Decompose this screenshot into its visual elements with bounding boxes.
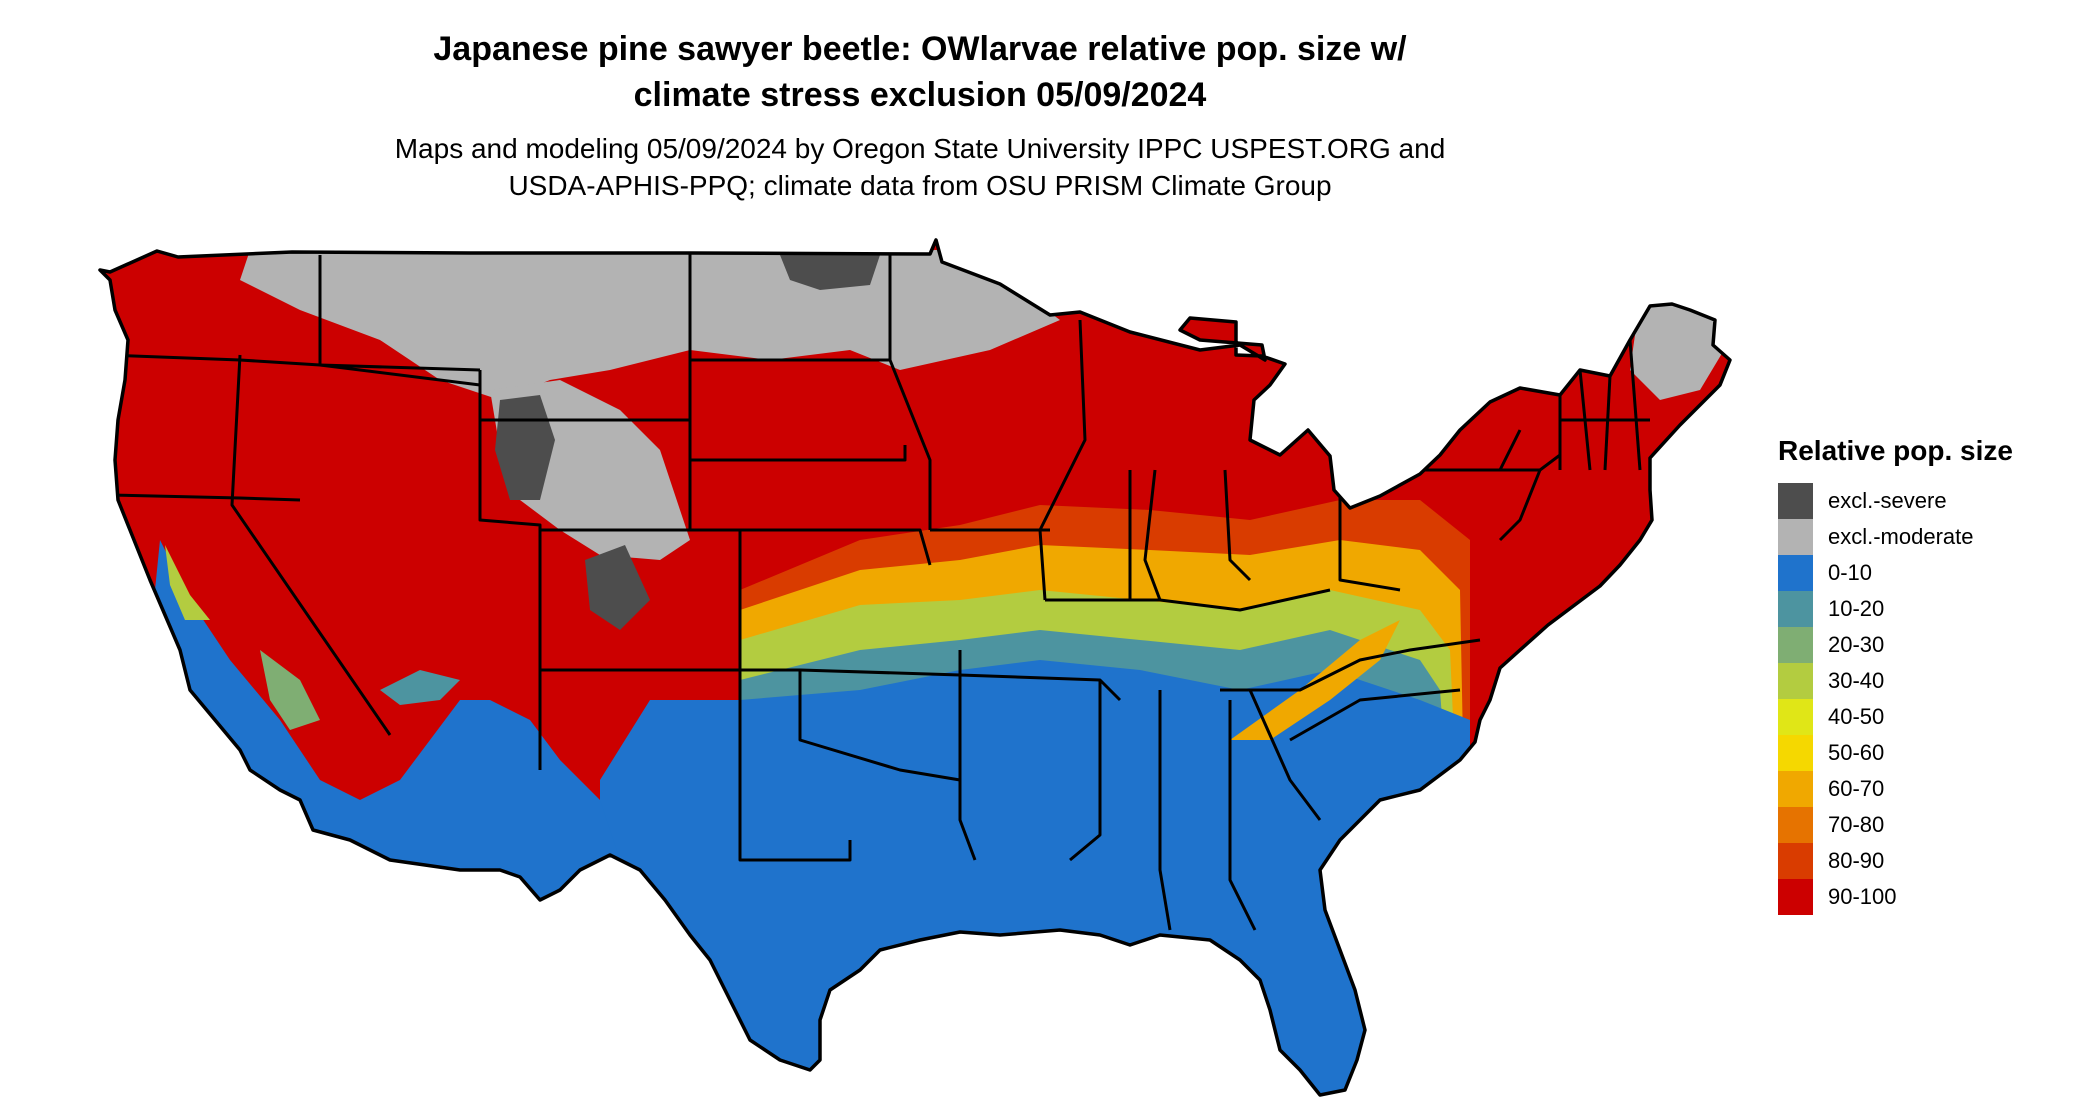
legend-swatch xyxy=(1778,627,1813,663)
legend-swatch xyxy=(1778,483,1813,519)
map-subtitle-line-1: Maps and modeling 05/09/2024 by Oregon S… xyxy=(394,133,1446,164)
legend-item: 60-70 xyxy=(1778,771,2013,807)
legend-label: 90-100 xyxy=(1828,884,1897,909)
map-title-line-2: climate stress exclusion 05/09/2024 xyxy=(633,76,1207,114)
legend-item: 30-40 xyxy=(1778,663,2013,699)
legend-item: 90-100 xyxy=(1778,879,2013,915)
map-subtitle-line-2: USDA-APHIS-PPQ; climate data from OSU PR… xyxy=(508,170,1332,201)
state-borders xyxy=(107,253,1650,931)
legend-item: 80-90 xyxy=(1778,843,2013,879)
legend-item: excl.-moderate xyxy=(1778,519,2013,555)
legend-label: 0-10 xyxy=(1828,560,1873,585)
legend-label: 40-50 xyxy=(1828,704,1885,729)
legend-swatch xyxy=(1778,807,1813,843)
legend-swatch xyxy=(1778,735,1813,771)
legend-swatch xyxy=(1778,663,1813,699)
us-population-map xyxy=(98,238,1732,1097)
legend-label: 10-20 xyxy=(1828,596,1885,621)
legend-label: 50-60 xyxy=(1828,740,1885,765)
legend-swatch xyxy=(1778,555,1813,591)
legend-swatch xyxy=(1778,591,1813,627)
legend-swatch xyxy=(1778,843,1813,879)
title-block: Japanese pine sawyer beetle: OWlarvae re… xyxy=(0,26,1840,204)
legend-title: Relative pop. size xyxy=(1778,435,2013,466)
legend-label: excl.-moderate xyxy=(1828,524,1974,549)
legend-label: 30-40 xyxy=(1828,668,1885,693)
legend-swatch xyxy=(1778,771,1813,807)
legend-swatch xyxy=(1778,879,1813,915)
legend: Relative pop. size excl.-severe excl.-mod… xyxy=(1778,433,2013,915)
legend-label: 80-90 xyxy=(1828,848,1885,873)
legend-item: 0-10 xyxy=(1778,555,2013,591)
legend-item: 50-60 xyxy=(1778,735,2013,771)
legend-item: 40-50 xyxy=(1778,699,2013,735)
legend-label: 20-30 xyxy=(1828,632,1885,657)
map-subtitle: Maps and modeling 05/09/2024 by Oregon S… xyxy=(0,130,1840,204)
legend-item: 70-80 xyxy=(1778,807,2013,843)
legend-label: 70-80 xyxy=(1828,812,1885,837)
legend-label: 60-70 xyxy=(1828,776,1885,801)
legend-items: excl.-severe excl.-moderate 0-10 10-20 20-30… xyxy=(1778,483,2013,915)
legend-item: excl.-severe xyxy=(1778,483,2013,519)
map-title-line-1: Japanese pine sawyer beetle: OWlarvae re… xyxy=(433,30,1407,68)
legend-item: 10-20 xyxy=(1778,591,2013,627)
legend-label: excl.-severe xyxy=(1828,488,1947,513)
legend-item: 20-30 xyxy=(1778,627,2013,663)
legend-swatch xyxy=(1778,519,1813,555)
legend-swatch xyxy=(1778,699,1813,735)
